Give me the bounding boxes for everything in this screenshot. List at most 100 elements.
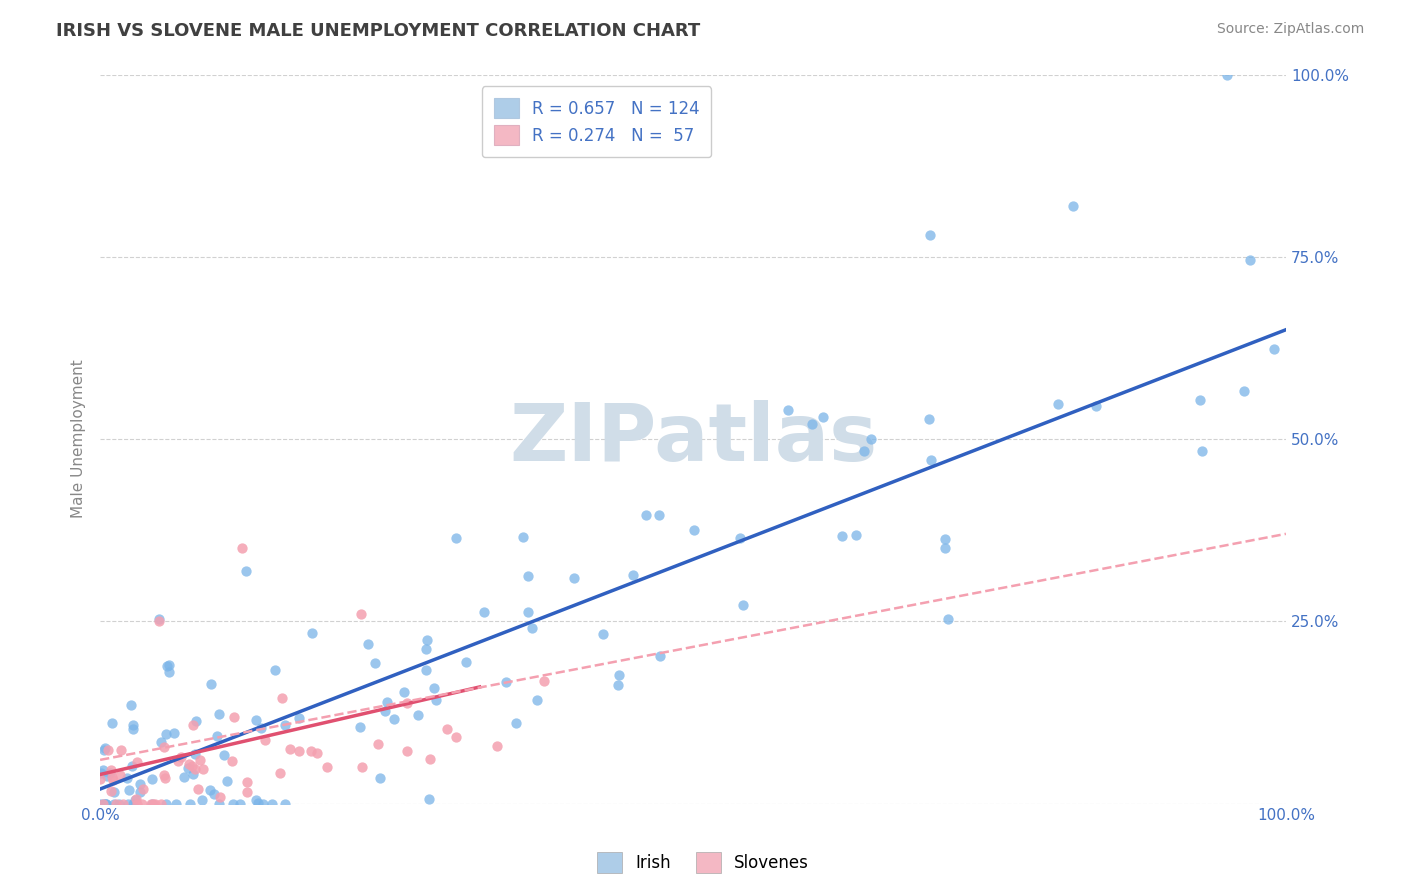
Point (156, 658, 179, 673)
Point (222, 710, 245, 724)
Point (191, 793, 214, 807)
Point (131, 781, 153, 796)
Point (364, 656, 387, 670)
Text: IRISH VS SLOVENE MALE UNEMPLOYMENT CORRELATION CHART: IRISH VS SLOVENE MALE UNEMPLOYMENT CORRE… (56, 22, 700, 40)
Point (382, 712, 405, 726)
Point (90, 766, 112, 780)
Point (117, 797, 139, 811)
Point (153, 768, 176, 782)
Point (131, 797, 153, 811)
Point (108, 768, 131, 782)
Point (1085, 399, 1108, 413)
Point (307, 746, 329, 760)
Legend: Irish, Slovenes: Irish, Slovenes (591, 846, 815, 880)
Point (142, 797, 165, 811)
Point (301, 626, 323, 640)
Point (273, 797, 295, 811)
Point (512, 530, 534, 544)
Point (121, 723, 143, 737)
Point (920, 227, 942, 242)
Point (731, 598, 754, 612)
Point (208, 789, 231, 804)
Point (89, 797, 111, 811)
Point (859, 432, 882, 446)
Point (934, 541, 956, 555)
Point (516, 569, 538, 583)
Point (422, 681, 444, 695)
Text: ZIPatlas: ZIPatlas (509, 401, 877, 478)
Point (141, 772, 163, 786)
Point (155, 797, 177, 811)
Point (94, 741, 117, 756)
Point (229, 797, 252, 811)
Point (1239, 253, 1261, 268)
Point (177, 756, 200, 771)
Point (104, 797, 127, 811)
Point (415, 641, 437, 656)
Point (167, 754, 190, 768)
Point (124, 792, 146, 806)
Point (96, 769, 118, 783)
Point (236, 785, 259, 799)
Point (1188, 392, 1211, 407)
Point (245, 792, 267, 806)
Point (831, 528, 853, 542)
Point (163, 725, 186, 739)
Point (368, 772, 391, 786)
Point (288, 711, 311, 725)
Point (148, 612, 170, 626)
Point (920, 453, 942, 467)
Point (316, 760, 339, 774)
Point (607, 667, 630, 681)
Point (120, 698, 142, 713)
Point (350, 607, 373, 621)
Point (415, 663, 437, 677)
Point (419, 752, 441, 766)
Point (181, 718, 204, 732)
Point (683, 524, 706, 538)
Text: Source: ZipAtlas.com: Source: ZipAtlas.com (1216, 22, 1364, 37)
Point (446, 531, 468, 545)
Point (128, 785, 150, 799)
Point (108, 797, 131, 811)
Point (278, 741, 301, 756)
Point (1263, 342, 1285, 356)
Point (350, 759, 373, 773)
Point (250, 721, 273, 735)
Point (143, 797, 166, 811)
Point (918, 412, 941, 426)
Point (188, 753, 211, 767)
Point (526, 693, 548, 707)
Point (155, 726, 177, 740)
Point (252, 797, 274, 811)
Point (592, 627, 614, 641)
Point (149, 797, 172, 811)
Point (97, 742, 120, 756)
Point (813, 410, 835, 425)
Point (254, 733, 277, 747)
Point (436, 723, 458, 737)
Point (157, 665, 180, 680)
Point (648, 649, 671, 664)
Point (200, 677, 222, 691)
Point (177, 762, 200, 776)
Point (91, 797, 114, 811)
Point (217, 774, 239, 789)
Point (148, 615, 170, 629)
Point (127, 797, 149, 811)
Point (93, 764, 115, 778)
Point (100, 770, 122, 784)
Point (367, 737, 389, 751)
Point (231, 541, 253, 556)
Point (149, 734, 172, 748)
Point (179, 797, 201, 811)
Point (191, 762, 214, 776)
Point (647, 508, 669, 523)
Point (1233, 384, 1256, 398)
Point (934, 533, 956, 547)
Point (236, 775, 259, 789)
Point (94, 797, 117, 811)
Point (153, 740, 176, 755)
Point (517, 605, 540, 619)
Point (165, 797, 187, 811)
